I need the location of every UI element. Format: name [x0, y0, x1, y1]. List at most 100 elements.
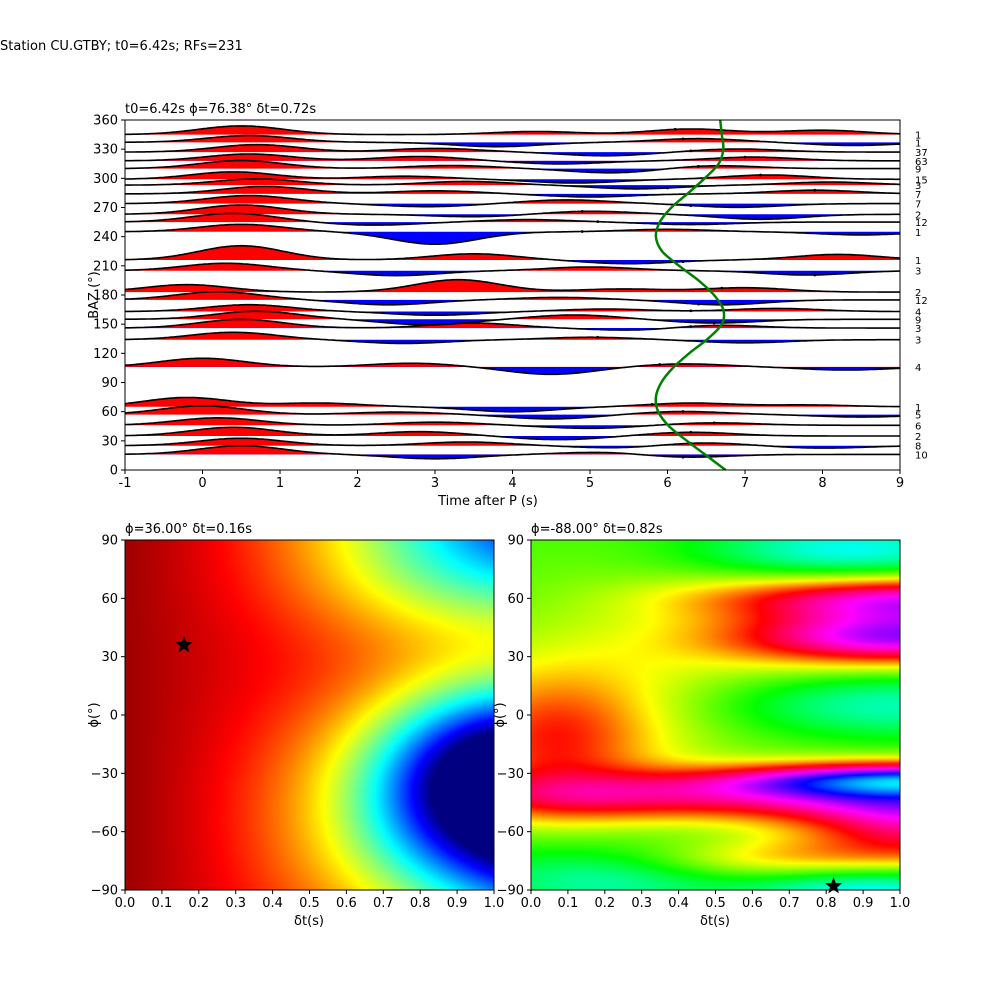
trace-dot [689, 149, 693, 153]
trace-line [125, 143, 900, 157]
x-tick-label: 0.9 [447, 896, 468, 911]
trace-line [125, 417, 900, 430]
trace-line [125, 310, 900, 326]
trace-count: 9 [915, 165, 921, 176]
y-tick-label: 30 [101, 650, 118, 665]
y-tick-label: 0 [110, 709, 118, 724]
trace-count: 12 [915, 218, 928, 229]
x-tick-label: 0.5 [705, 896, 726, 911]
grid-search-right-panel: 0.0 0.1 0.2 0.3 0.4 0.5 0.6 0.7 0.8 0.9 1.0 −90 −60 −… [493, 522, 910, 929]
trace-line [125, 278, 900, 293]
trace-dot [666, 186, 669, 190]
trace-count: 12 [915, 296, 928, 307]
y-tick-label: 240 [93, 230, 118, 245]
trace-dot [759, 173, 762, 177]
x-tick-label: 0.1 [152, 896, 173, 911]
trace-positive-fill [125, 205, 900, 215]
trace-dot [580, 209, 584, 213]
heatmap-right [531, 540, 900, 890]
y-tick-label: −90 [91, 884, 118, 899]
y-axis-label-right: ϕ(°) [493, 702, 508, 727]
trace-negative-fill [125, 142, 900, 147]
heatmap-left [125, 540, 494, 890]
y-axis-label: BAZ (°) [87, 271, 102, 319]
trace-count: 4 [915, 308, 921, 319]
trace-negative-fill [125, 299, 900, 305]
y-tick-label: 210 [93, 259, 118, 274]
trace-line [125, 212, 900, 226]
x-tick-label: 9 [896, 476, 904, 491]
trace-line [125, 185, 900, 198]
grid-search-left-panel: 0.0 0.1 0.2 0.3 0.4 0.5 0.6 0.7 0.8 0.9 1.0 −90 −60 −… [87, 522, 504, 929]
x-tick-label: 4 [508, 476, 516, 491]
trace-dot [813, 273, 817, 277]
trace-dot [689, 430, 693, 434]
best-fit-star-left [175, 636, 193, 653]
trace-line [125, 171, 900, 184]
y-tick-label: 330 [93, 143, 118, 158]
y-tick-label: 0 [110, 464, 118, 479]
y-tick-label: 150 [93, 318, 118, 333]
trace-dot [673, 127, 677, 131]
trace-dot [689, 309, 693, 313]
trace-line [125, 437, 900, 449]
y-tick-label: 270 [93, 201, 118, 216]
trace-line [125, 426, 900, 441]
trace-count: 6 [915, 421, 921, 432]
x-tick-label: 0.7 [779, 896, 800, 911]
x-tick-label: 0.6 [742, 896, 763, 911]
y-axis-label-left: ϕ(°) [87, 702, 102, 727]
trace-count: 1 [915, 228, 921, 239]
x-tick-label: 0.7 [373, 896, 394, 911]
x-axis-label-right: δt(s) [700, 914, 730, 929]
y-tick-label: −60 [497, 825, 524, 840]
trace-line [125, 291, 900, 306]
trace-count: 37 [915, 148, 928, 159]
trace-dot [712, 321, 716, 325]
y-tick-label: 30 [101, 434, 118, 449]
y-tick-label: −30 [497, 767, 524, 782]
trace-count: 1 [915, 403, 921, 414]
trace-dot [689, 325, 693, 328]
trace-count: 4 [915, 363, 921, 374]
trace-line [125, 244, 900, 265]
trace-negative-fill [125, 231, 900, 245]
x-tick-label: 0 [198, 476, 206, 491]
x-tick-label: 0.2 [188, 896, 209, 911]
x-tick-label: 3 [431, 476, 439, 491]
trace-count: 3 [915, 324, 921, 335]
y-tick-label: 180 [93, 289, 118, 304]
trace-dot [689, 204, 693, 208]
trace-dots [580, 127, 817, 459]
trace-count: 3 [915, 181, 921, 192]
ticks-right: 0.0 0.1 0.2 0.3 0.4 0.5 0.6 0.7 0.8 0.9 1.0 −90 −60 −… [497, 534, 911, 912]
trace-negative-fill [125, 435, 900, 440]
trace-line [125, 331, 900, 345]
x-ticks: -1 0 1 2 3 4 5 6 7 8 9 [119, 470, 904, 491]
ticks-left: 0.0 0.1 0.2 0.3 0.4 0.5 0.6 0.7 0.8 0.9 1.0 −90 −60 −… [91, 534, 505, 912]
y-tick-label: 360 [93, 114, 118, 129]
x-tick-label: 0.3 [225, 896, 246, 911]
trace-line [125, 357, 900, 376]
y-tick-label: 0 [516, 709, 524, 724]
trace-positive-fill [125, 445, 900, 455]
y-tick-label: 300 [93, 172, 118, 187]
trace-positive-fill [125, 186, 900, 194]
y-tick-label: 90 [507, 534, 524, 549]
suptitle: Station CU.GTBY; t0=6.42s; RFs=231 [0, 39, 243, 54]
trace-count: 63 [915, 157, 928, 168]
trace-positive-fill [125, 427, 900, 436]
trace-count: 3 [915, 336, 921, 347]
trace-lines [125, 125, 900, 460]
panel-title-right: ϕ=-88.00° δt=0.82s [531, 522, 663, 537]
trace-positive-fill [125, 224, 900, 232]
y-tick-label: 60 [507, 592, 524, 607]
x-tick-label: 0.3 [631, 896, 652, 911]
x-tick-label: 2 [353, 476, 361, 491]
trace-count: 8 [915, 442, 921, 453]
x-tick-label: 1 [276, 476, 284, 491]
trace-negative-fill [125, 319, 900, 325]
trace-count: 5 [915, 411, 921, 422]
panel-title-left: ϕ=36.00° δt=0.16s [125, 522, 252, 537]
trace-line [125, 318, 900, 331]
